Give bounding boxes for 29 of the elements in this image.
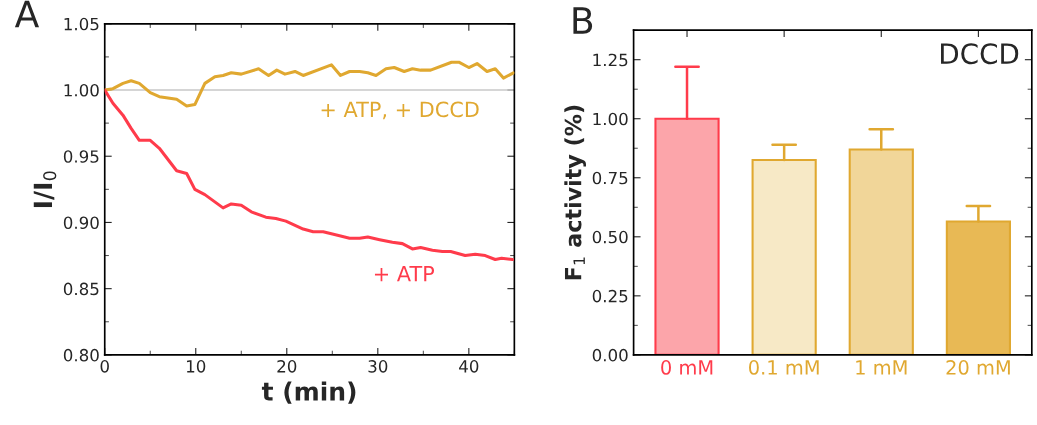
series-label: + ATP bbox=[374, 265, 435, 282]
x-tick-label: 20 bbox=[277, 360, 297, 373]
y-tick-label: 0.95 bbox=[63, 150, 99, 163]
x-tick-label: 10 bbox=[186, 360, 206, 373]
x-tick-label: 1 mM bbox=[856, 360, 907, 375]
y-tick-label: 1.00 bbox=[593, 112, 628, 126]
y-tick-label: 1.00 bbox=[64, 83, 99, 97]
y-tick-label: 0.80 bbox=[63, 348, 99, 362]
annotation: DCCD bbox=[941, 43, 1019, 65]
y-tick-label: 0.90 bbox=[63, 216, 99, 230]
x-tick-label: 0 mM bbox=[661, 360, 713, 375]
y-tick-label: 1.05 bbox=[64, 17, 99, 31]
series-label: + ATP, + DCCD bbox=[321, 101, 479, 120]
y-tick-label: 0.75 bbox=[592, 171, 628, 185]
y-axis-title: F$_{1}$ activity (%) bbox=[564, 105, 586, 280]
x-axis-title: t (min) bbox=[261, 381, 356, 404]
chart-title: B bbox=[573, 7, 593, 34]
y-axis-title: I/I$_{0}$ bbox=[33, 171, 57, 208]
x-tick-label: 40 bbox=[459, 360, 479, 373]
y-tick-label: 1.25 bbox=[593, 53, 628, 67]
x-tick-label: 0 bbox=[100, 360, 109, 373]
x-tick-label: 20 mM bbox=[946, 360, 1010, 375]
y-tick-label: 0.00 bbox=[592, 348, 628, 362]
y-tick-label: 0.50 bbox=[592, 230, 628, 244]
y-tick-label: 0.85 bbox=[63, 282, 99, 296]
y-tick-label: 0.25 bbox=[592, 289, 628, 303]
chart-title: A bbox=[14, 0, 40, 28]
x-tick-label: 0.1 mM bbox=[749, 360, 819, 375]
x-tick-label: 30 bbox=[368, 360, 388, 373]
